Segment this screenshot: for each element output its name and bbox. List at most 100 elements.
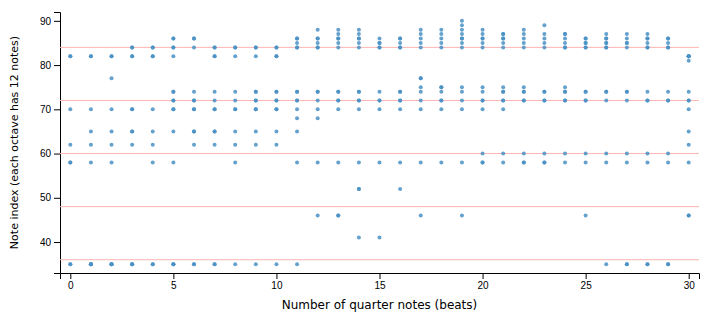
point [604,41,608,45]
point [460,213,464,217]
point [439,37,443,41]
point [171,90,175,94]
point [460,32,464,36]
point [604,37,608,41]
point [295,45,299,49]
x-tick-mark [689,273,690,279]
point [336,37,340,41]
point [130,129,134,133]
point [316,37,320,41]
point [274,98,278,102]
point [233,160,237,164]
point [398,37,402,41]
point [563,41,567,45]
point [171,262,175,266]
point [89,262,93,266]
point [625,90,629,94]
point [316,160,320,164]
point [501,32,505,36]
point [604,41,608,45]
point [110,129,114,133]
point [687,213,691,217]
point [645,37,649,41]
point [378,160,382,164]
point [584,45,588,49]
point [522,90,526,94]
point [357,41,361,45]
point [584,152,588,156]
y-tick: 60 [40,148,60,159]
point [604,90,608,94]
point [274,98,278,102]
point [233,143,237,147]
point [481,37,485,41]
point [584,160,588,164]
point [295,160,299,164]
y-axis-line [54,13,61,274]
point [563,45,567,49]
point [522,98,526,102]
point [522,98,526,102]
point [68,160,72,164]
point [460,45,464,49]
point [192,98,196,102]
point [213,54,217,58]
x-axis-title: Number of quarter notes (beats) [282,298,478,312]
point [233,107,237,111]
point [378,236,382,240]
point [378,90,382,94]
point [687,98,691,102]
point [378,98,382,102]
point [171,129,175,133]
chart: 051015202530405060708090Number of quarte… [0,0,717,317]
point [336,213,340,217]
y-tick-mark [54,154,60,155]
x-tick-label: 20 [478,280,490,291]
point [213,129,217,133]
point [68,160,72,164]
point [687,54,691,58]
x-tick-label: 30 [684,280,696,291]
point [501,98,505,102]
x-tick: 5 [171,273,177,291]
point [357,107,361,111]
x-tick: 15 [374,273,386,291]
point [130,262,134,266]
x-tick: 0 [68,273,74,291]
point [130,129,134,133]
point [687,90,691,94]
point [192,129,196,133]
point [419,45,423,49]
point [584,213,588,217]
point [274,90,278,94]
point [316,45,320,49]
point [501,152,505,156]
point [254,107,258,111]
point [522,28,526,32]
point [584,37,588,41]
point [336,32,340,36]
point [357,187,361,191]
point [130,107,134,111]
point [68,262,72,266]
point [151,45,155,49]
point [398,187,402,191]
point [274,54,278,58]
point [151,262,155,266]
point [419,76,423,80]
point [274,143,278,147]
point [481,90,485,94]
point [192,37,196,41]
point [481,41,485,45]
point [625,262,629,266]
y-tick-label: 80 [40,60,52,71]
point [604,37,608,41]
point [110,54,114,58]
point [687,54,691,58]
point [687,54,691,58]
point [213,107,217,111]
point [295,90,299,94]
octave-line [60,153,699,154]
point [295,37,299,41]
y-tick-label: 50 [40,192,52,203]
